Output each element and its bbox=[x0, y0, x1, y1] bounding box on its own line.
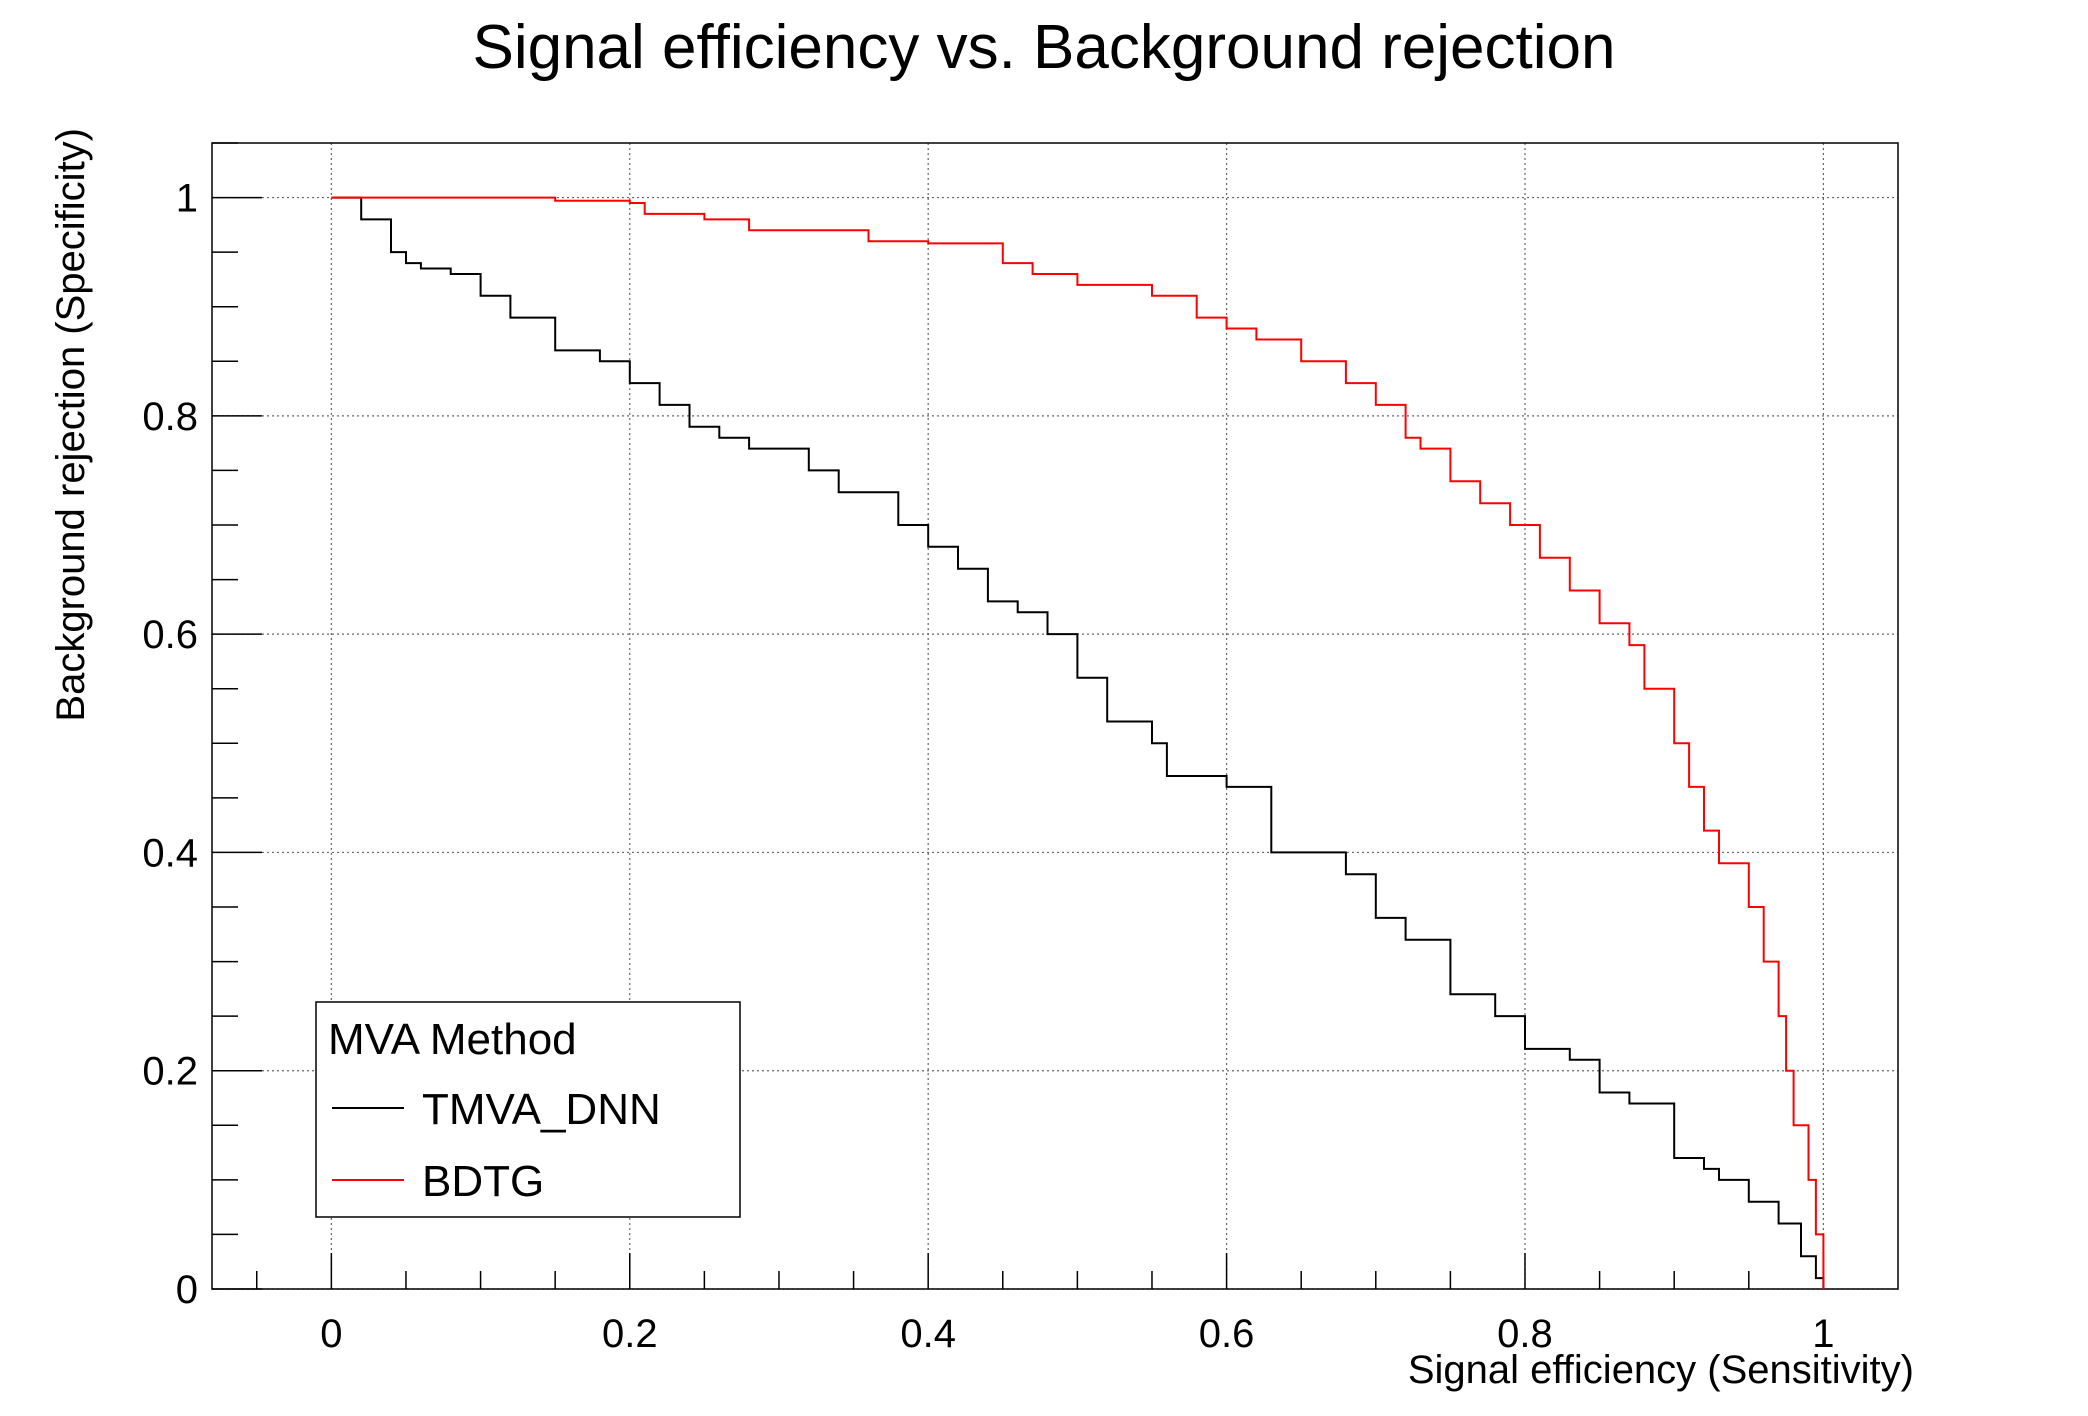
plot-frame bbox=[211, 142, 1899, 1290]
x-axis-label: Signal efficiency (Sensitivity) bbox=[1408, 1348, 1914, 1392]
y-tick-label: 1 bbox=[176, 177, 198, 221]
y-tick-label: 0.8 bbox=[142, 395, 198, 439]
x-tick-label: 0 bbox=[320, 1312, 342, 1356]
y-axis-label: Background rejection (Specificity) bbox=[49, 128, 93, 722]
series-line-bdtg bbox=[331, 196, 1825, 1289]
chart-title: Signal efficiency vs. Background rejecti… bbox=[472, 13, 1615, 82]
y-tick-label: 0.2 bbox=[142, 1050, 198, 1094]
x-tick-label: 0.2 bbox=[602, 1312, 658, 1356]
series-lines bbox=[331, 196, 1825, 1289]
legend: MVA Method TMVA_DNN BDTG bbox=[315, 1001, 741, 1218]
y-tick-label: 0.6 bbox=[142, 613, 198, 657]
x-tick-label: 0.4 bbox=[900, 1312, 956, 1356]
x-tick-label: 0.8 bbox=[1497, 1312, 1553, 1356]
legend-title: MVA Method bbox=[328, 1015, 577, 1064]
axis-ticks: 0 0.2 0.4 0.6 0.8 1 0 0.2 0.4 0.6 0.8 1 bbox=[142, 142, 1835, 1356]
y-tick-label: 0.4 bbox=[142, 831, 198, 875]
x-tick-label: 0.6 bbox=[1199, 1312, 1255, 1356]
legend-box bbox=[315, 1001, 741, 1218]
y-tick-label: 0 bbox=[176, 1268, 198, 1312]
legend-label-tmva-dnn: TMVA_DNN bbox=[422, 1085, 661, 1134]
x-tick-label: 1 bbox=[1812, 1312, 1834, 1356]
series-line-tmva-dnn bbox=[331, 196, 1825, 1289]
legend-label-bdtg: BDTG bbox=[422, 1157, 544, 1206]
